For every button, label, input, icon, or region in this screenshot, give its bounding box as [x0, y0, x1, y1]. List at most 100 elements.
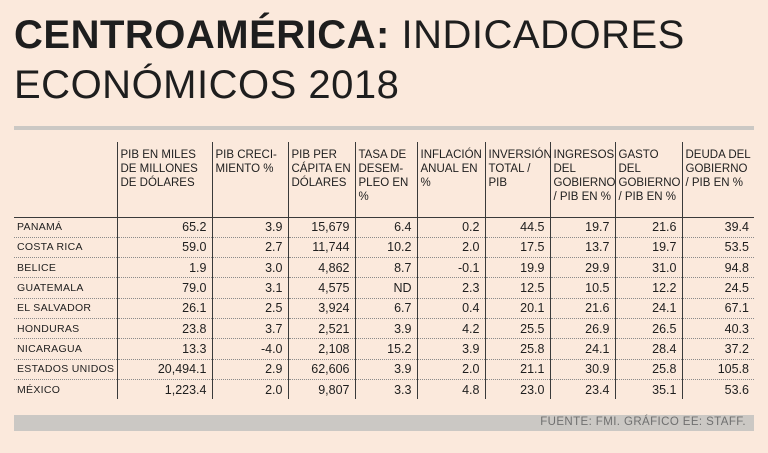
country-cell: NICARAGUA — [14, 338, 117, 360]
investment-cell: 19.9 — [484, 257, 550, 279]
pib-per-capita-cell: 3,924 — [287, 298, 355, 319]
country-cell: MÉXICO — [17, 383, 61, 396]
pib-cell: 1.9 — [116, 257, 212, 279]
gov-spending-cell: 35.1 — [614, 379, 682, 400]
title-bold: CENTROAMÉRICA: — [14, 13, 390, 57]
pib-per-capita-cell: 4,862 — [287, 257, 355, 279]
gov-revenue-cell: 21.6 — [549, 298, 615, 319]
gov-spending-cell: 21.6 — [614, 217, 682, 238]
unemployment-cell: ND — [354, 277, 417, 299]
pib-growth-cell: 3.1 — [211, 277, 288, 299]
investment-cell: 25.8 — [484, 338, 550, 360]
country-cell: ESTADOS UNIDOS — [14, 359, 117, 380]
pib-growth-cell: 2.9 — [211, 359, 288, 380]
header-row: PIB EN MILES DE MILLONES DE DÓLARES PIB … — [14, 142, 754, 218]
pib-per-capita-cell: 11,744 — [287, 237, 355, 259]
table-row: EL SALVADOR 26.1 2.5 3,924 6.7 0.4 20.1 21.6 24.… — [14, 298, 754, 319]
inflation-cell: 4.8 — [416, 379, 485, 400]
pib-cell: 59.0 — [116, 237, 212, 259]
pib-growth-cell: 2.5 — [211, 298, 288, 319]
gov-revenue-cell: 23.4 — [549, 379, 615, 400]
column-header-gov-revenue: INGRESOS DEL GOBIERNO / PIB EN % — [549, 142, 615, 218]
gov-revenue-cell: 10.5 — [549, 277, 615, 299]
column-header-pib: PIB EN MILES DE MILLONES DE DÓLARES — [116, 142, 212, 218]
gov-debt-cell: 94.8 — [681, 257, 754, 279]
table-row: NICARAGUA 13.3 -4.0 2,108 15.2 3.9 25.8 24.1 28.… — [14, 338, 754, 360]
gov-debt-cell: 39.4 — [681, 217, 754, 238]
column-header-country — [14, 142, 117, 218]
pib-per-capita-cell: 9,807 — [287, 379, 355, 400]
pib-growth-cell: -4.0 — [211, 338, 288, 360]
country-cell: PANAMÁ — [14, 217, 117, 238]
gov-spending-cell: 26.5 — [614, 318, 682, 340]
gov-debt-cell: 105.8 — [681, 359, 754, 380]
gov-debt-cell: 40.3 — [681, 318, 754, 340]
gov-debt-cell: 67.1 — [681, 298, 754, 319]
inflation-cell: 2.0 — [416, 237, 485, 259]
column-header-gov-debt: DEUDA DEL GOBIERNO / PIB EN % — [681, 142, 754, 218]
pib-cell: 20,494.1 — [116, 359, 212, 380]
table-row: MÉXICO 1,223.4 2.0 9,807 3.3 4.8 23.0 23.4 35.1 5… — [14, 379, 754, 400]
unemployment-cell: 3.3 — [354, 379, 417, 400]
inflation-cell: 0.2 — [416, 217, 485, 238]
table-row: ESTADOS UNIDOS 20,494.1 2.9 62,606 3.9 2.0 21.… — [14, 359, 754, 380]
unemployment-cell: 6.7 — [354, 298, 417, 319]
pib-cell: 79.0 — [116, 277, 212, 299]
unemployment-cell: 15.2 — [354, 338, 417, 360]
inflation-cell: 0.4 — [416, 298, 485, 319]
pib-growth-cell: 2.0 — [211, 379, 288, 400]
title-divider — [14, 126, 754, 130]
inflation-cell: 4.2 — [416, 318, 485, 340]
source-footer: FUENTE: FMI. GRÁFICO EE: STAFF. — [14, 415, 754, 431]
pib-growth-cell: 3.7 — [211, 318, 288, 340]
pib-cell: 65.2 — [116, 217, 212, 238]
investment-cell: 21.1 — [484, 359, 550, 380]
country-cell: BELICE — [14, 257, 117, 279]
investment-cell: 25.5 — [484, 318, 550, 340]
pib-cell: 23.8 — [116, 318, 212, 340]
table-row: COSTA RICA 59.0 2.7 11,744 10.2 2.0 17.5 13.7 19… — [14, 237, 754, 259]
gov-spending-cell: 31.0 — [614, 257, 682, 279]
table-row: PANAMÁ 65.2 3.9 15,679 6.4 0.2 44.5 19.7 21.6 39.… — [14, 217, 754, 238]
unemployment-cell: 8.7 — [354, 257, 417, 279]
table-row: HONDURAS 23.8 3.7 2,521 3.9 4.2 25.5 26.9 26.5 40… — [14, 318, 754, 340]
gov-debt-cell: 24.5 — [681, 277, 754, 299]
country-cell: HONDURAS — [14, 318, 117, 340]
inflation-cell: -0.1 — [416, 257, 485, 279]
column-header-gov-spending: GASTO DEL GOBIERNO / PIB EN % — [614, 142, 682, 218]
country-cell: COSTA RICA — [14, 237, 117, 259]
pib-per-capita-cell: 62,606 — [287, 359, 355, 380]
pib-per-capita-cell: 2,108 — [287, 338, 355, 360]
column-header-unemployment: TASA DE DESEM- PLEO EN % — [354, 142, 417, 218]
investment-cell: 17.5 — [484, 237, 550, 259]
column-header-pib-growth: PIB CRECI- MIENTO % — [211, 142, 288, 218]
gov-spending-cell: 12.2 — [614, 277, 682, 299]
pib-growth-cell: 3.0 — [211, 257, 288, 279]
gov-debt-cell: 53.5 — [681, 237, 754, 259]
column-header-pib-per-capita: PIB PER CÁPITA EN DÓLARES — [287, 142, 355, 218]
pib-cell: 26.1 — [116, 298, 212, 319]
unemployment-cell: 6.4 — [354, 217, 417, 238]
unemployment-cell: 3.9 — [354, 318, 417, 340]
investment-cell: 12.5 — [484, 277, 550, 299]
indicators-table: PIB EN MILES DE MILLONES DE DÓLARES PIB … — [14, 142, 754, 400]
pib-per-capita-cell: 15,679 — [287, 217, 355, 238]
gov-spending-cell: 19.7 — [614, 237, 682, 259]
pib-per-capita-cell: 4,575 — [287, 277, 355, 299]
unemployment-cell: 10.2 — [354, 237, 417, 259]
gov-revenue-cell: 19.7 — [549, 217, 615, 238]
column-header-inflation: INFLACIÓN ANUAL EN % — [416, 142, 485, 218]
investment-cell: 44.5 — [484, 217, 550, 238]
investment-cell: 20.1 — [484, 298, 550, 319]
pib-cell: 1,223.4 — [116, 379, 212, 400]
inflation-cell: 2.3 — [416, 277, 485, 299]
table-row: GUATEMALA 79.0 3.1 4,575 ND 2.3 12.5 10.5 12.2 24… — [14, 277, 754, 299]
gov-debt-cell: 37.2 — [681, 338, 754, 360]
country-cell: GUATEMALA — [14, 277, 117, 299]
investment-cell: 23.0 — [484, 379, 550, 400]
gov-spending-cell: 25.8 — [614, 359, 682, 380]
gov-spending-cell: 28.4 — [614, 338, 682, 360]
gov-revenue-cell: 26.9 — [549, 318, 615, 340]
unemployment-cell: 3.9 — [354, 359, 417, 380]
source-text: FUENTE: FMI. GRÁFICO EE: STAFF. — [540, 416, 746, 428]
